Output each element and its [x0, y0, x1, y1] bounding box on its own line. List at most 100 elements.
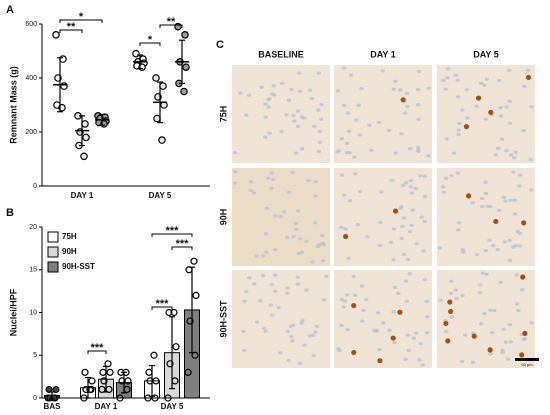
nucleus — [295, 109, 301, 113]
nucleus — [246, 93, 252, 97]
nucleus — [319, 102, 324, 107]
nucleus — [314, 324, 320, 328]
nucleus — [363, 298, 369, 302]
nucleus — [490, 244, 496, 248]
nucleus — [457, 121, 462, 126]
data-point — [98, 385, 106, 394]
nucleus — [425, 331, 430, 335]
nucleus — [408, 179, 414, 183]
data-point — [165, 308, 173, 317]
nucleus — [313, 180, 318, 184]
nucleus — [353, 172, 358, 176]
nucleus — [416, 117, 421, 122]
nucleus — [407, 230, 413, 234]
nucleus — [321, 298, 327, 302]
nucleus — [278, 214, 283, 219]
nucleus — [488, 308, 493, 312]
nucleus — [324, 274, 329, 279]
nucleus — [359, 86, 364, 91]
nucleus — [313, 194, 318, 198]
nucleus — [477, 290, 483, 295]
panel-label: B — [6, 207, 14, 219]
nucleus — [269, 282, 274, 287]
nucleus — [254, 320, 260, 324]
significance-label: *** — [176, 238, 190, 250]
nucleus — [336, 149, 342, 153]
micrograph — [232, 65, 330, 163]
significance-bracket — [59, 19, 103, 23]
nucleus — [291, 234, 296, 239]
nucleus — [418, 342, 424, 346]
nucleus — [459, 359, 465, 363]
nucleus — [289, 87, 294, 92]
nucleus — [480, 271, 486, 275]
nucleus — [248, 188, 254, 193]
nucleus — [426, 86, 431, 90]
nucleus — [401, 183, 406, 187]
nucleus — [341, 193, 347, 197]
nucleus — [273, 214, 278, 218]
nucleus — [381, 321, 386, 325]
nucleus — [460, 108, 465, 112]
legend-label: 90H — [62, 247, 77, 256]
nucleus — [474, 252, 480, 257]
nucleus — [378, 220, 383, 225]
data-point — [170, 308, 178, 317]
nucleus — [409, 191, 414, 195]
data-point — [59, 55, 67, 63]
data-point — [60, 82, 68, 90]
nucleus — [503, 199, 508, 203]
nucleus — [290, 339, 295, 343]
nucleus — [352, 155, 357, 159]
nucleus — [417, 358, 422, 362]
y-tick-label: 10 — [29, 309, 37, 316]
nucleus — [304, 288, 309, 292]
panel-label: A — [6, 4, 14, 16]
nucleus — [418, 174, 423, 178]
nucleus — [512, 212, 518, 216]
stained-nucleus — [521, 220, 527, 226]
nucleus — [414, 242, 419, 246]
legend-label: 90H-SST — [62, 262, 95, 271]
nucleus — [299, 321, 304, 325]
nucleus — [392, 79, 398, 83]
nucleus — [398, 88, 403, 92]
nucleus — [293, 222, 299, 226]
nucleus — [505, 357, 511, 361]
micrograph — [334, 168, 432, 266]
nucleus — [464, 88, 469, 92]
nucleus — [455, 171, 461, 175]
micrograph — [437, 65, 535, 163]
nucleus — [441, 78, 446, 83]
nucleus — [453, 73, 458, 77]
nucleus — [456, 221, 462, 225]
nucleus — [339, 173, 345, 177]
nucleus — [233, 169, 238, 174]
significance-bracket — [59, 29, 83, 33]
nucleus — [416, 145, 421, 149]
stained-nucleus — [465, 193, 472, 199]
nucleus — [512, 198, 518, 202]
nucleus — [391, 87, 396, 91]
nucleus — [498, 105, 503, 110]
nucleus — [313, 330, 318, 334]
nucleus — [399, 132, 404, 136]
nucleus — [485, 204, 490, 208]
data-point — [192, 291, 200, 299]
nucleus — [503, 340, 509, 344]
nucleus — [310, 260, 315, 264]
y-tick-label: 5 — [33, 352, 37, 359]
x-tick-label: BAS — [44, 402, 62, 411]
data-point — [52, 30, 60, 39]
nucleus — [478, 81, 484, 85]
nucleus — [247, 276, 252, 280]
nucleus — [496, 208, 502, 212]
nucleus — [484, 77, 490, 81]
data-point — [81, 120, 89, 128]
nucleus — [335, 89, 341, 93]
nucleus — [285, 329, 290, 334]
nucleus — [285, 286, 290, 290]
nucleus — [517, 173, 523, 177]
nucleus — [284, 113, 289, 117]
tissue — [334, 168, 432, 266]
